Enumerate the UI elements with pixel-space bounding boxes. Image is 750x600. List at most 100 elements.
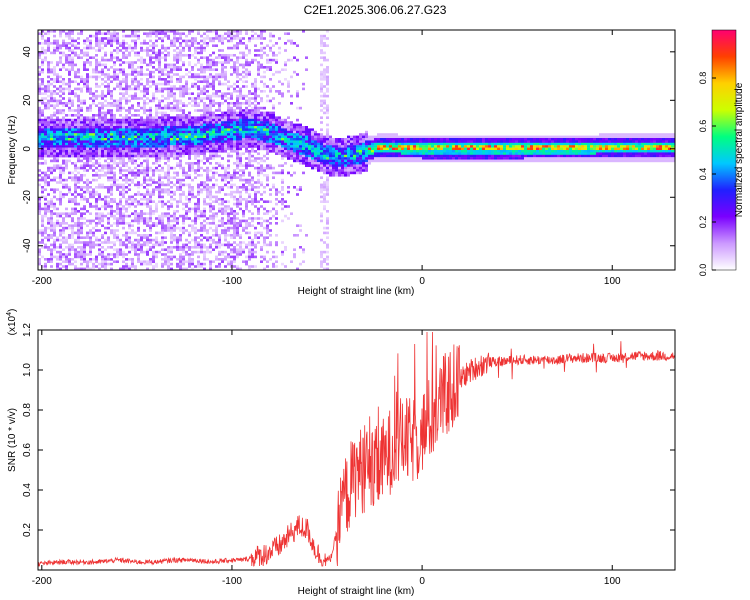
- heatmap-cell: [212, 63, 215, 67]
- heatmap-cell: [242, 210, 245, 213]
- heatmap-cell: [119, 70, 122, 74]
- heatmap-cell: [185, 214, 188, 218]
- heatmap-cell: [44, 145, 47, 148]
- heatmap-cell: [209, 58, 212, 62]
- heatmap-cell: [293, 152, 296, 155]
- heatmap-cell: [200, 212, 203, 215]
- heatmap-cell: [233, 210, 236, 213]
- heatmap-cell: [278, 46, 281, 50]
- heatmap-cell: [203, 250, 206, 254]
- heatmap-cell: [200, 181, 203, 184]
- heatmap-cell: [50, 219, 53, 223]
- heatmap-cell: [50, 214, 53, 218]
- heatmap-cell: [86, 200, 89, 203]
- heatmap-cell: [188, 61, 191, 64]
- heatmap-cell: [221, 97, 224, 100]
- heatmap-cell: [191, 92, 194, 95]
- heatmap-cell: [155, 32, 158, 35]
- heatmap-cell: [170, 87, 173, 91]
- heatmap-cell: [125, 73, 128, 76]
- heatmap-cell: [116, 205, 119, 208]
- heatmap-cell: [137, 248, 140, 251]
- heatmap-cell: [272, 123, 275, 127]
- heatmap-cell: [143, 171, 146, 175]
- heatmap-cell: [137, 164, 140, 167]
- heatmap-cell: [47, 39, 50, 43]
- heatmap-cell: [218, 135, 221, 139]
- heatmap-cell: [161, 248, 164, 251]
- heatmap-cell: [101, 78, 104, 81]
- heatmap-cell: [242, 138, 245, 141]
- heatmap-cell: [179, 128, 182, 131]
- heatmap-cell: [38, 241, 41, 244]
- heatmap-cell: [197, 207, 200, 211]
- heatmap-cell: [80, 253, 83, 256]
- heatmap-cell: [197, 145, 200, 148]
- heatmap-cell: [281, 150, 284, 153]
- heatmap-cell: [215, 212, 218, 215]
- heatmap-cell: [233, 118, 236, 122]
- heatmap-cell: [125, 243, 128, 247]
- heatmap-cell: [95, 222, 98, 225]
- heatmap-cell: [113, 174, 116, 177]
- heatmap-cell: [236, 58, 239, 62]
- heatmap-cell: [164, 224, 167, 227]
- heatmap-cell: [50, 150, 53, 153]
- heatmap-cell: [257, 236, 260, 239]
- heatmap-cell: [140, 70, 143, 74]
- heatmap-cell: [146, 183, 149, 187]
- heatmap-cell: [260, 181, 263, 184]
- heatmap-cell: [110, 229, 113, 232]
- heatmap-cell: [143, 174, 146, 177]
- heatmap-cell: [200, 243, 203, 247]
- heatmap-cell: [119, 147, 122, 151]
- heatmap-cell: [248, 130, 251, 134]
- heatmap-cell: [119, 157, 122, 160]
- heatmap-cell: [44, 262, 47, 266]
- heatmap-cell: [257, 181, 260, 184]
- heatmap-cell: [293, 42, 296, 45]
- heatmap-cell: [104, 152, 107, 155]
- heatmap-cell: [56, 207, 59, 211]
- heatmap-cell: [212, 126, 215, 129]
- heatmap-cell: [62, 238, 65, 242]
- heatmap-cell: [92, 219, 95, 223]
- heatmap-cell: [110, 133, 113, 136]
- heatmap-cell: [200, 66, 203, 69]
- heatmap-cell: [251, 159, 254, 163]
- heatmap-cell: [98, 70, 101, 74]
- heatmap-cell: [134, 176, 137, 179]
- heatmap-cell: [176, 152, 179, 155]
- heatmap-cell: [272, 121, 275, 124]
- heatmap-cell: [272, 183, 275, 187]
- heatmap-cell: [74, 186, 77, 189]
- heatmap-cell: [92, 123, 95, 127]
- heatmap-cell: [221, 200, 224, 203]
- heatmap-cell: [164, 126, 167, 129]
- heatmap-cell: [164, 260, 167, 263]
- heatmap-cell: [95, 61, 98, 64]
- heatmap-cell: [113, 34, 116, 38]
- heatmap-cell: [200, 39, 203, 43]
- heatmap-cell: [209, 68, 212, 71]
- heatmap-cell: [224, 73, 227, 76]
- heatmap-cell: [80, 178, 83, 182]
- heatmap-cell: [266, 130, 269, 134]
- heatmap-cell: [62, 82, 65, 86]
- heatmap-cell: [95, 205, 98, 208]
- heatmap-cell: [110, 207, 113, 211]
- heatmap-cell: [173, 212, 176, 215]
- heatmap-cell: [155, 224, 158, 227]
- heatmap-cell: [257, 147, 260, 151]
- heatmap-cell: [209, 217, 212, 220]
- heatmap-cell: [191, 104, 194, 107]
- heatmap-cell: [47, 169, 50, 172]
- heatmap-cell: [212, 44, 215, 47]
- heatmap-cell: [272, 114, 275, 117]
- heatmap-cell: [68, 140, 71, 143]
- heatmap-cell: [92, 205, 95, 208]
- heatmap-cell: [41, 130, 44, 134]
- heatmap-cell: [284, 246, 287, 249]
- heatmap-cell: [290, 75, 293, 79]
- heatmap-cell: [131, 181, 134, 184]
